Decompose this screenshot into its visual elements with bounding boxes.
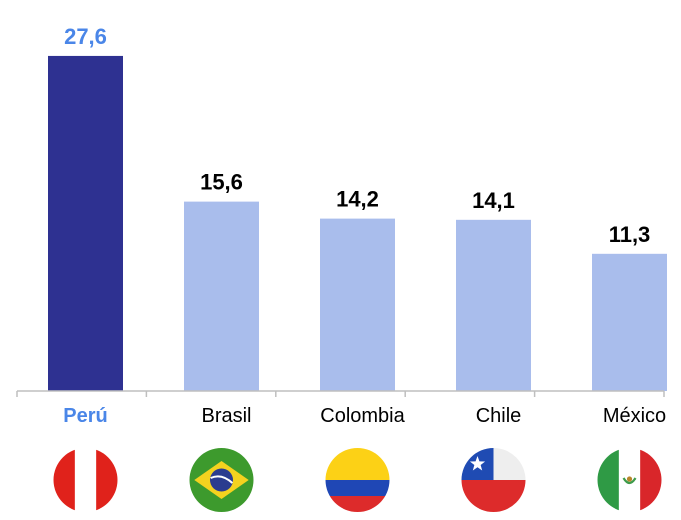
value-label-chile: 14,1 [472,188,515,213]
bar-colombia [320,218,395,391]
bar-chile [456,219,531,391]
value-label-mexico: 11,3 [609,222,651,247]
bars-group [48,55,667,391]
chile-flag-icon [461,448,526,512]
category-label-brasil: Brasil [201,405,251,427]
category-label-mexico: México [603,405,666,427]
category-label-colombia: Colombia [320,405,405,427]
value-label-peru: 27,6 [64,24,107,49]
peru-flag-icon [53,448,118,512]
category-labels-group: Perú Brasil Colombia Chile México [16,391,666,427]
bar-mexico [592,253,667,391]
flags-group [53,448,662,512]
bar-brasil [184,201,259,391]
value-labels-group: 27,6 15,6 14,2 14,1 11,3 [64,24,650,247]
category-label-chile: Chile [476,405,522,427]
mexico-flag-icon [597,448,662,512]
category-label-peru: Perú [63,405,107,427]
value-label-brasil: 15,6 [200,170,243,195]
brazil-flag-icon [189,448,254,512]
value-label-colombia: 14,2 [336,187,379,212]
bar-peru [48,55,123,391]
colombia-flag-icon [325,448,390,512]
